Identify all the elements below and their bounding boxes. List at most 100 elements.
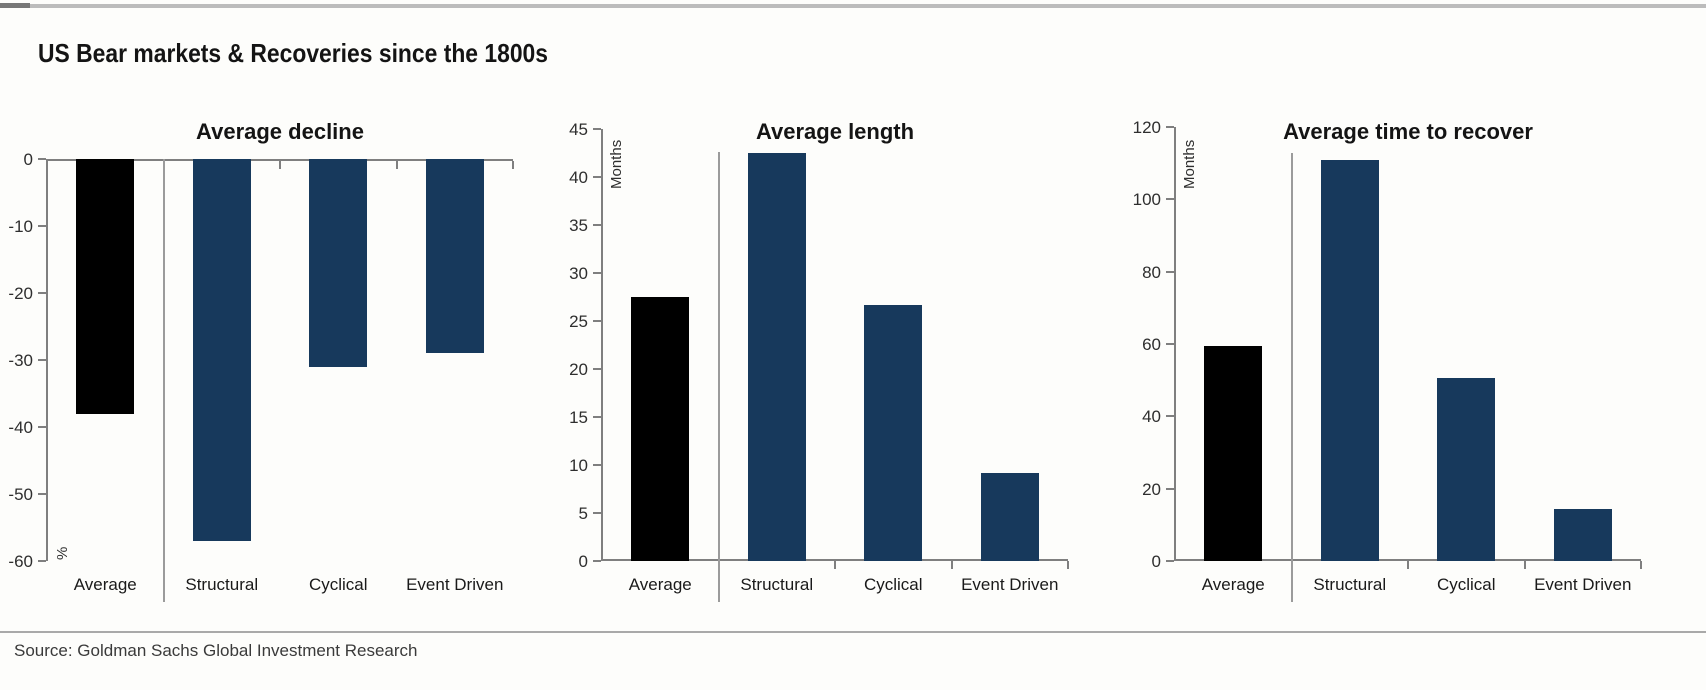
y-tick-mark <box>593 272 601 274</box>
top-divider-rule-tip <box>0 3 30 8</box>
y-tick-label: 10 <box>569 456 588 475</box>
y-tick-label: -30 <box>8 351 33 370</box>
y-axis-line <box>601 129 603 561</box>
category-label: Cyclical <box>308 575 368 594</box>
y-tick-mark <box>1166 487 1174 490</box>
x-tick-mark <box>1067 561 1069 569</box>
y-tick-label: 30 <box>569 264 588 283</box>
bar-cyclical <box>864 304 923 561</box>
chart-title: Average length <box>755 119 915 144</box>
y-tick-label: 80 <box>1142 262 1161 282</box>
x-tick-mark <box>1640 561 1642 569</box>
y-tick-label: 120 <box>1132 118 1161 137</box>
chart-average-decline: Average decline 0 -10 -20 -30 -40 -50 -60 Averag… <box>8 105 555 610</box>
bar-structural <box>1320 159 1379 561</box>
y-tick-mark <box>593 416 601 418</box>
category-label: Event Driven <box>406 575 504 594</box>
y-tick-mark <box>593 128 601 130</box>
y-tick-label: 25 <box>569 312 588 331</box>
bar-event-driven <box>425 159 484 354</box>
y-axis-unit-label: % <box>54 546 71 560</box>
category-label: Event Driven <box>1534 575 1632 594</box>
y-tick-label: 15 <box>569 408 588 427</box>
top-divider-rule <box>0 4 1706 8</box>
x-tick-mark <box>395 161 398 169</box>
y-tick-mark <box>1166 560 1174 562</box>
x-tick-mark <box>950 561 953 569</box>
y-tick-label: -60 <box>8 552 33 571</box>
bar-average <box>76 159 135 414</box>
y-axis-unit-label: Months <box>1181 139 1198 189</box>
footer-divider-rule <box>0 631 1706 633</box>
y-tick-label: 20 <box>569 360 588 379</box>
y-axis-line <box>46 159 48 561</box>
y-tick-mark <box>38 292 46 294</box>
chart-average-length: Average length 45 40 35 30 25 20 15 10 5 0 Average S… <box>560 105 1120 610</box>
chart-title: Average time to recover <box>1283 119 1533 144</box>
plot-area: 45 40 35 30 25 20 15 10 5 0 <box>569 121 1069 570</box>
y-tick-mark <box>593 464 601 466</box>
bar-structural <box>192 159 251 541</box>
chart-average-time-to-recover: Average time to recover 120 100 80 60 40 20 0 Av… <box>1130 105 1706 610</box>
bar-cyclical <box>309 159 368 367</box>
category-label: Cyclical <box>1436 575 1496 594</box>
y-tick-label: 0 <box>1151 552 1161 571</box>
y-tick-mark <box>1166 198 1174 201</box>
bar-event-driven <box>980 472 1039 561</box>
category-label: Structural <box>740 575 814 594</box>
y-tick-mark <box>38 225 46 227</box>
x-tick-mark <box>834 561 836 569</box>
y-tick-mark <box>1166 415 1174 418</box>
y-tick-label: -40 <box>8 418 33 437</box>
x-tick-mark <box>1523 561 1526 569</box>
y-tick-label: 60 <box>1142 335 1161 354</box>
plot-area: 0 -10 -20 -30 -40 -50 -60 <box>8 151 514 570</box>
category-label: Average <box>1201 575 1265 594</box>
bar-average <box>631 297 690 561</box>
y-tick-label: 100 <box>1132 190 1161 210</box>
x-tick-mark <box>512 161 514 169</box>
y-tick-mark <box>38 359 46 361</box>
y-tick-mark <box>38 560 46 562</box>
zero-axis-line <box>1175 559 1641 561</box>
category-label: Average <box>73 575 137 594</box>
y-tick-label: 45 <box>569 120 588 139</box>
zero-axis-line <box>602 559 1068 561</box>
y-tick-mark <box>1166 126 1174 128</box>
zero-axis-line <box>47 159 513 161</box>
y-tick-mark <box>593 320 601 322</box>
x-tick-mark <box>1407 561 1409 569</box>
bar-cyclical <box>1437 378 1496 561</box>
y-tick-mark <box>38 426 46 428</box>
page-title: US Bear markets & Recoveries since the 1… <box>38 38 549 68</box>
y-tick-label: 0 <box>578 552 588 571</box>
y-tick-label: 20 <box>1142 479 1161 499</box>
y-tick-mark <box>38 493 46 495</box>
y-axis-unit-label: Months <box>608 139 625 189</box>
y-tick-label: 0 <box>23 150 33 169</box>
average-separator-line <box>717 152 720 602</box>
chart-title: Average decline <box>196 119 364 144</box>
y-tick-label: 35 <box>569 216 588 235</box>
bar-structural <box>747 153 806 561</box>
x-tick-mark <box>279 161 281 169</box>
category-label: Structural <box>1313 575 1387 594</box>
y-tick-mark <box>38 158 46 160</box>
source-attribution: Source: Goldman Sachs Global Investment … <box>14 641 418 660</box>
plot-area: 120 100 80 60 40 20 0 <box>1133 119 1642 570</box>
y-tick-label: -50 <box>8 485 33 504</box>
y-tick-label: 40 <box>569 168 588 187</box>
y-tick-mark <box>1166 343 1174 345</box>
category-label: Cyclical <box>863 575 923 594</box>
y-tick-mark <box>593 560 601 562</box>
y-tick-mark <box>593 224 601 226</box>
category-label: Structural <box>185 575 259 594</box>
y-axis-line <box>1174 127 1176 561</box>
average-separator-line <box>162 159 165 602</box>
y-tick-label: 40 <box>1142 407 1161 427</box>
y-tick-label: -10 <box>8 217 33 236</box>
bar-average <box>1204 345 1263 561</box>
bar-event-driven <box>1553 508 1612 561</box>
y-tick-label: 5 <box>578 504 588 523</box>
